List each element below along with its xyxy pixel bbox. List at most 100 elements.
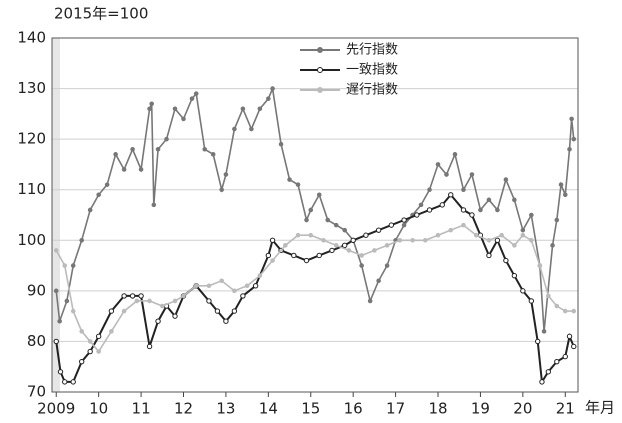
x-tick-label: 11 <box>132 400 151 418</box>
point <box>545 369 552 375</box>
point <box>189 96 195 101</box>
point <box>448 227 454 233</box>
point <box>70 308 76 314</box>
y-tick-label: 90 <box>27 281 46 299</box>
point <box>295 182 301 187</box>
point <box>503 257 509 264</box>
point <box>529 212 534 218</box>
point <box>181 293 186 299</box>
point <box>57 318 62 324</box>
point <box>291 252 297 259</box>
point <box>558 182 564 187</box>
point <box>325 217 331 223</box>
point <box>350 237 356 243</box>
point <box>435 162 441 167</box>
point <box>554 303 560 309</box>
legend-marker <box>317 47 323 53</box>
point <box>539 379 545 385</box>
point <box>149 101 154 107</box>
point <box>108 308 115 314</box>
point <box>244 283 250 289</box>
point <box>569 116 574 122</box>
point <box>562 353 568 360</box>
point <box>240 293 246 299</box>
point <box>104 182 110 187</box>
x-tick-label: 17 <box>386 400 405 418</box>
point <box>372 248 377 253</box>
point <box>571 343 577 350</box>
point <box>503 177 509 182</box>
point <box>181 116 186 122</box>
point <box>321 237 326 243</box>
point <box>571 136 577 142</box>
legend-marker <box>317 87 323 93</box>
point <box>79 329 84 334</box>
point <box>427 187 432 193</box>
point <box>414 212 420 218</box>
point <box>223 172 229 177</box>
point <box>53 288 59 294</box>
point <box>486 197 492 203</box>
point <box>113 152 118 157</box>
point <box>130 146 135 152</box>
point <box>193 91 199 96</box>
point <box>418 202 424 208</box>
x-tick-label: 15 <box>301 400 320 418</box>
point <box>265 252 272 259</box>
point <box>346 248 352 253</box>
legend-marker <box>317 67 323 73</box>
point <box>223 318 229 324</box>
point <box>541 329 547 334</box>
point <box>295 232 301 238</box>
point <box>283 243 288 248</box>
point <box>567 146 572 152</box>
point <box>359 263 364 268</box>
point <box>269 237 276 243</box>
point <box>448 192 454 198</box>
legend-label: 先行指数 <box>346 43 398 58</box>
point <box>138 167 144 172</box>
point <box>439 202 445 208</box>
point <box>95 333 102 340</box>
point <box>96 349 101 354</box>
point <box>164 136 169 142</box>
x-tick-label: 18 <box>428 400 447 418</box>
point <box>333 243 339 248</box>
y-tick-label: 130 <box>17 79 46 97</box>
point <box>388 222 395 228</box>
point <box>512 197 517 203</box>
x-tick-label: 14 <box>259 400 278 418</box>
x-tick-label: 19 <box>471 400 490 418</box>
point <box>147 106 152 112</box>
x-tick-label: 16 <box>344 400 363 418</box>
x-tick-label: 20 <box>513 400 532 418</box>
point <box>333 222 339 228</box>
point <box>461 187 466 193</box>
point <box>469 172 475 177</box>
point <box>270 86 275 91</box>
point <box>478 207 483 213</box>
point <box>214 308 221 314</box>
point <box>62 263 68 268</box>
point <box>494 237 501 243</box>
point <box>172 106 178 112</box>
point <box>308 207 314 213</box>
point <box>520 227 526 233</box>
point <box>121 167 127 172</box>
point <box>554 217 560 223</box>
x-tick-label: 21 <box>556 400 575 418</box>
point <box>384 243 390 248</box>
point <box>562 308 568 314</box>
point <box>486 237 492 243</box>
point <box>266 96 271 101</box>
recession-band <box>52 38 60 392</box>
point <box>155 318 161 324</box>
point <box>401 222 407 228</box>
point <box>341 242 348 249</box>
point <box>202 146 208 152</box>
x-tick-label: 12 <box>174 400 193 418</box>
point <box>316 252 322 259</box>
point <box>511 272 518 279</box>
y-tick-label: 80 <box>27 332 46 350</box>
x-axis-label: 年月 <box>585 399 615 417</box>
